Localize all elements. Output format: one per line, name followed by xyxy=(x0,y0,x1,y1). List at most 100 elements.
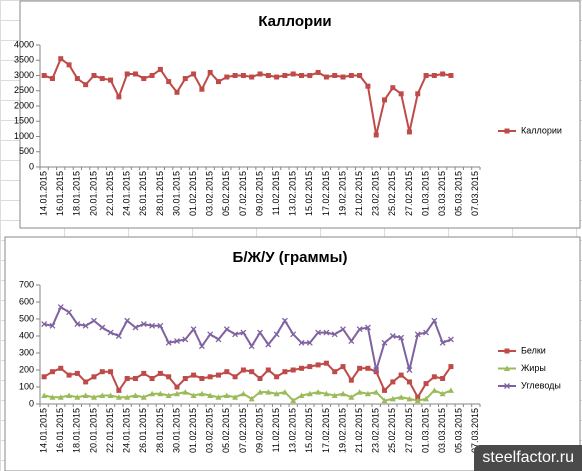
marker xyxy=(198,390,205,397)
marker xyxy=(232,394,239,400)
marker xyxy=(357,365,363,371)
marker xyxy=(298,392,305,398)
marker xyxy=(265,367,271,373)
marker xyxy=(299,365,305,371)
marker xyxy=(166,79,172,85)
chart-title: Каллории xyxy=(258,13,331,30)
marker xyxy=(91,317,97,324)
marker xyxy=(448,73,454,78)
marker xyxy=(364,390,371,397)
y-tick-label: 300 xyxy=(19,347,34,357)
marker xyxy=(190,326,197,333)
x-tick-label: 20.01.2015 xyxy=(88,408,98,453)
marker xyxy=(115,394,122,400)
marker xyxy=(282,369,288,375)
marker xyxy=(257,389,263,395)
marker xyxy=(174,384,180,390)
chart-frame xyxy=(4,236,581,471)
marker xyxy=(390,379,396,385)
marker xyxy=(389,333,396,339)
marker xyxy=(423,73,429,78)
y-tick-label: 500 xyxy=(19,313,34,323)
marker xyxy=(82,322,89,329)
y-tick-label: 0 xyxy=(29,398,34,408)
marker xyxy=(215,372,221,378)
marker xyxy=(83,82,89,88)
marker xyxy=(41,374,47,380)
marker xyxy=(240,329,247,336)
marker xyxy=(191,372,197,378)
marker xyxy=(107,392,114,398)
marker xyxy=(108,77,114,83)
marker xyxy=(74,76,80,82)
marker xyxy=(207,392,214,398)
marker xyxy=(49,369,55,375)
marker xyxy=(207,374,213,380)
marker xyxy=(223,392,230,398)
marker xyxy=(415,394,421,400)
marker xyxy=(315,329,322,336)
marker xyxy=(41,392,48,398)
marker xyxy=(166,374,172,380)
marker xyxy=(290,397,297,404)
x-tick-label: 23.02.2015 xyxy=(371,408,381,453)
marker xyxy=(116,387,122,393)
x-tick-label: 21.02.2015 xyxy=(354,408,364,453)
marker xyxy=(356,326,363,333)
marker xyxy=(66,309,73,316)
marker xyxy=(439,339,446,346)
marker xyxy=(265,389,272,395)
marker xyxy=(331,331,338,338)
marker xyxy=(116,94,122,100)
x-tick-label: 07.03.2015 xyxy=(470,171,480,216)
marker xyxy=(390,85,396,91)
marker xyxy=(240,73,246,78)
x-tick-label: 13.02.2015 xyxy=(288,171,298,216)
marker xyxy=(290,331,297,338)
marker xyxy=(140,321,147,328)
x-tick-label: 21.02.2015 xyxy=(354,171,364,216)
x-tick-label: 01.02.2015 xyxy=(188,171,198,216)
marker xyxy=(115,333,122,339)
y-tick-label: 700 xyxy=(19,279,34,289)
marker xyxy=(323,390,330,397)
x-tick-label: 23.02.2015 xyxy=(371,171,381,216)
marker xyxy=(249,74,255,80)
x-tick-label: 27.02.2015 xyxy=(404,171,414,216)
marker xyxy=(332,369,338,375)
marker xyxy=(66,372,72,378)
x-tick-label: 28.01.2015 xyxy=(155,171,165,216)
x-tick-label: 01.03.2015 xyxy=(420,408,430,453)
marker xyxy=(124,394,131,400)
marker xyxy=(406,129,412,135)
x-tick-label: 03.03.2015 xyxy=(437,408,447,453)
marker xyxy=(340,74,346,80)
x-tick-label: 09.02.2015 xyxy=(254,171,264,216)
x-tick-label: 14.01.2015 xyxy=(39,408,49,453)
marker xyxy=(306,339,313,346)
marker xyxy=(257,71,263,77)
marker xyxy=(165,339,172,346)
marker xyxy=(265,73,271,78)
marker xyxy=(273,390,280,397)
x-tick-label: 22.01.2015 xyxy=(105,408,115,453)
marker xyxy=(439,390,446,397)
x-tick-label: 14.01.2015 xyxy=(39,171,49,216)
marker xyxy=(141,76,147,82)
marker xyxy=(41,73,47,78)
marker xyxy=(82,392,89,398)
marker xyxy=(57,304,64,311)
x-tick-label: 19.02.2015 xyxy=(337,171,347,216)
marker xyxy=(381,397,388,404)
y-tick-label: 600 xyxy=(19,296,34,306)
x-tick-label: 17.02.2015 xyxy=(321,408,331,453)
marker xyxy=(307,364,313,370)
marker xyxy=(141,370,147,376)
legend-label: Белки xyxy=(521,345,546,355)
marker xyxy=(207,69,213,75)
marker xyxy=(365,83,371,89)
y-tick-label: 500 xyxy=(19,146,34,156)
y-tick-label: 1500 xyxy=(14,116,34,126)
marker xyxy=(373,389,380,395)
